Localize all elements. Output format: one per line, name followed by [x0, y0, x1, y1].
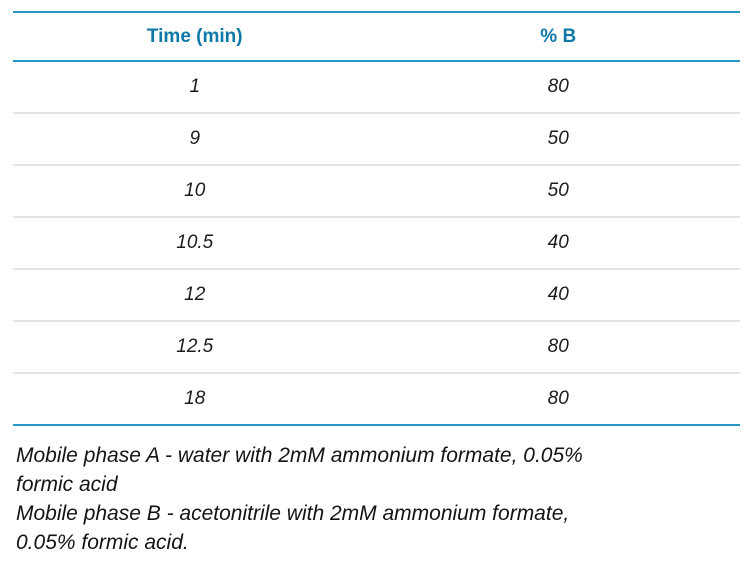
mobile-phase-a-note-line-2: formic acid [16, 473, 118, 496]
percent-b-cell: 80 [547, 388, 569, 409]
gradient-table: Time (min) % B 1 80 9 50 10 50 10.5 40 1… [13, 11, 740, 426]
gradient-table-page: Time (min) % B 1 80 9 50 10 50 10.5 40 1… [0, 11, 750, 557]
table-header-row: Time (min) % B [13, 13, 740, 62]
table-row: 9 50 [13, 112, 740, 164]
time-cell: 9 [189, 128, 201, 149]
percent-b-cell: 50 [547, 128, 569, 149]
time-cell: 12.5 [176, 336, 214, 357]
percent-b-cell: 80 [547, 76, 569, 97]
table-row: 10.5 40 [13, 216, 740, 268]
mobile-phase-notes: Mobile phase A - water with 2mM ammonium… [16, 441, 726, 557]
table-row: 12 40 [13, 268, 740, 320]
percent-b-cell: 40 [547, 284, 569, 305]
table-row: 10 50 [13, 164, 740, 216]
mobile-phase-b-note-line-2: 0.05% formic acid. [16, 531, 189, 554]
column-header-time: Time (min) [146, 25, 243, 47]
time-cell: 12 [184, 284, 206, 305]
mobile-phase-a-note-line-1: Mobile phase A - water with 2mM ammonium… [16, 444, 583, 467]
time-cell: 10 [184, 180, 206, 201]
table-row: 12.5 80 [13, 320, 740, 372]
column-header-percent-b: % B [540, 25, 577, 47]
time-cell: 1 [189, 76, 201, 97]
table-row: 1 80 [13, 62, 740, 112]
mobile-phase-b-note-line-1: Mobile phase B - acetonitrile with 2mM a… [16, 502, 570, 525]
percent-b-cell: 50 [547, 180, 569, 201]
percent-b-cell: 80 [547, 336, 569, 357]
table-row: 18 80 [13, 372, 740, 424]
time-cell: 18 [184, 388, 206, 409]
time-cell: 10.5 [176, 232, 214, 253]
percent-b-cell: 40 [547, 232, 569, 253]
